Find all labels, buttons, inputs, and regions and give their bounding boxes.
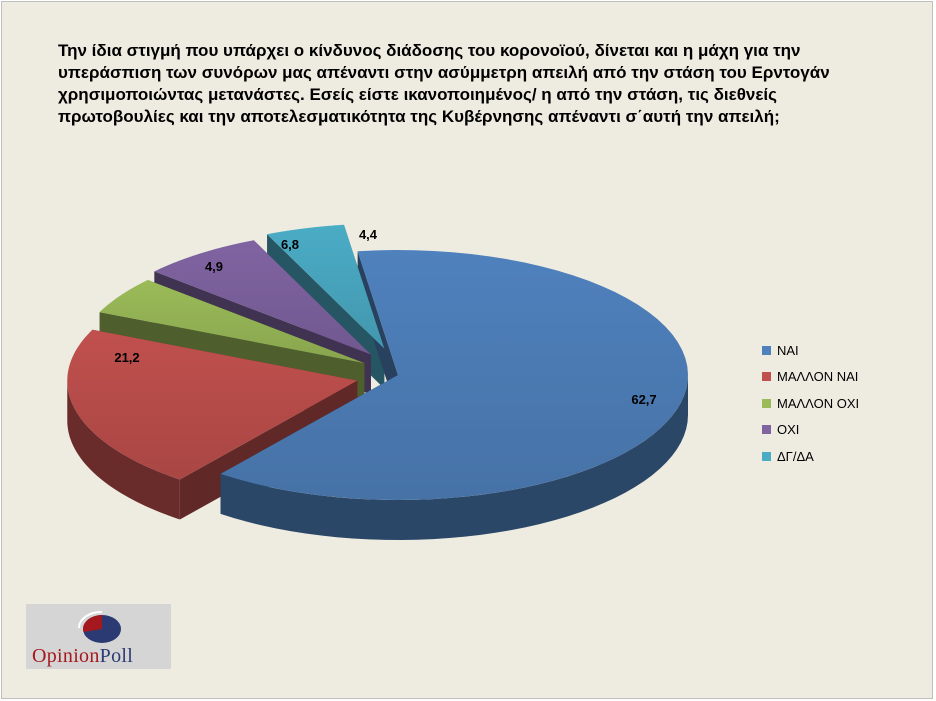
logo-circle-icon <box>77 610 121 643</box>
legend-item-5: ΔΓ/ΔΑ <box>762 443 859 470</box>
logo-text: OpinionPoll <box>32 645 133 668</box>
legend-item-2: ΜΑΛΛΟΝ ΝΑΙ <box>762 364 859 391</box>
legend-label-1: ΝΑΙ <box>777 342 799 358</box>
legend-label-2: ΜΑΛΛΟΝ ΝΑΙ <box>777 369 859 385</box>
logo-text-opinion: Opinion <box>32 645 100 667</box>
pie-slice-2 <box>67 329 358 480</box>
legend-swatch-1 <box>762 345 771 355</box>
pie-slice-5 <box>267 224 385 349</box>
legend-item-4: ΟΧΙ <box>762 417 859 444</box>
opinionpoll-logo: OpinionPoll <box>26 604 171 669</box>
data-label-2: 21,2 <box>114 350 139 365</box>
logo-text-poll: Poll <box>99 645 134 667</box>
data-label-1: 62,7 <box>631 392 656 407</box>
legend-swatch-5 <box>762 451 771 461</box>
legend-label-4: ΟΧΙ <box>777 422 800 438</box>
data-label-4: 6,8 <box>281 237 299 252</box>
legend-item-3: ΜΑΛΛΟΝ ΟΧΙ <box>762 390 859 417</box>
legend-swatch-4 <box>762 425 771 435</box>
pie-slice-1 <box>220 250 688 500</box>
chart-title: Την ίδια στιγμή που υπάρχει ο κίνδυνος δ… <box>58 41 830 126</box>
legend-label-5: ΔΓ/ΔΑ <box>777 448 814 464</box>
data-label-5: 4,4 <box>359 227 378 242</box>
data-label-3: 4,9 <box>205 259 223 274</box>
chart-legend: ΝΑΙ ΜΑΛΛΟΝ ΝΑΙ ΜΑΛΛΟΝ ΟΧΙ ΟΧΙ ΔΓ/ΔΑ <box>762 337 859 470</box>
legend-label-3: ΜΑΛΛΟΝ ΟΧΙ <box>777 395 860 411</box>
legend-item-1: ΝΑΙ <box>762 337 859 364</box>
legend-swatch-2 <box>762 372 771 382</box>
pie-slice-3 <box>99 279 365 364</box>
legend-swatch-3 <box>762 398 771 408</box>
pie-slice-4 <box>154 240 371 355</box>
